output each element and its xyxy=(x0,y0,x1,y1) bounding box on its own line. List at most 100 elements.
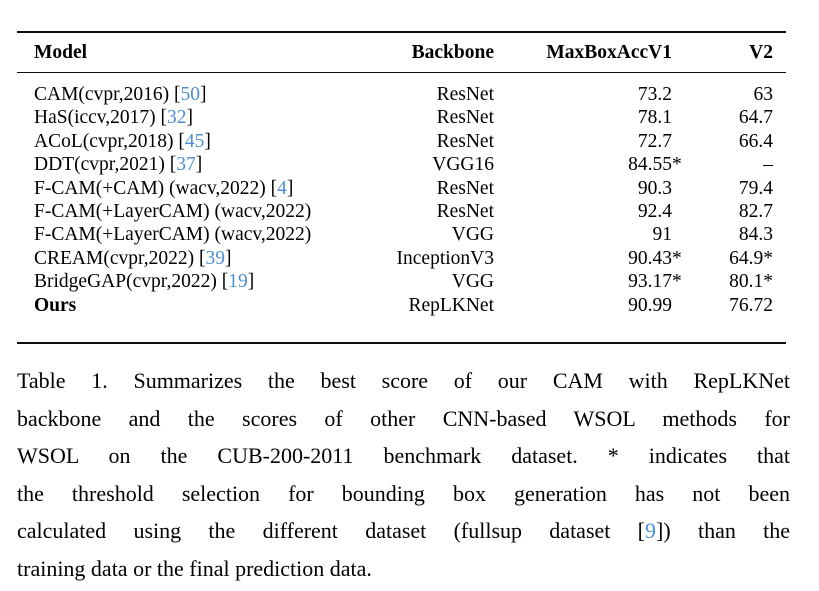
maxboxaccv1-cell: 84.55 * xyxy=(494,153,682,176)
maxboxaccv1-cell: 90.99 xyxy=(494,294,672,317)
caption-text: calculated using the different dataset (… xyxy=(17,518,646,543)
asterisk-marker: * xyxy=(672,154,682,176)
column-header-model: Model xyxy=(34,42,88,63)
caption-text: ]) than the xyxy=(656,518,791,543)
table-row: CREAM(cvpr,2022) [39] InceptionV3 90.43 * 64… xyxy=(17,247,786,270)
maxboxaccv1-value: 73.2 xyxy=(637,84,672,105)
citation-link[interactable]: [50] xyxy=(169,84,207,105)
backbone-cell: VGG xyxy=(451,224,494,246)
caption-text: Table 1. Summarizes the best score of ou… xyxy=(17,368,790,393)
v2-cell: 76.72 xyxy=(729,294,773,316)
backbone-cell: InceptionV3 xyxy=(396,247,494,269)
table-header-row: Model Backbone MaxBoxAccV1 V2 xyxy=(17,33,786,73)
caption-line: backbone and the scores of other CNN-bas… xyxy=(17,400,790,438)
table-row: BridgeGAP(cvpr,2022) [19] VGG 93.17 * 80.1* xyxy=(17,270,786,293)
v2-cell: 84.3 xyxy=(738,224,773,246)
model-name: F-CAM(+CAM) (wacv,2022) xyxy=(34,177,266,199)
model-cell: F-CAM(+CAM) (wacv,2022) [4] xyxy=(17,177,327,200)
maxboxaccv1-value: 90.3 xyxy=(637,177,672,199)
model-cell: HaS(iccv,2017) [32] xyxy=(17,106,327,129)
citation-link[interactable]: [19] xyxy=(216,271,255,293)
table-row: F-CAM(+LayerCAM) (wacv,2022) ResNet 92.4 82… xyxy=(17,200,786,223)
model-name: Ours xyxy=(34,294,77,316)
backbone-cell: ResNet xyxy=(436,107,494,129)
maxboxaccv1-cell: 93.17 * xyxy=(494,270,682,293)
backbone-cell: VGG16 xyxy=(432,154,494,176)
model-name: BridgeGAP(cvpr,2022) xyxy=(34,271,217,293)
maxboxaccv1-cell: 72.7 xyxy=(494,130,672,153)
table-row: Ours RepLKNet 90.99 76.72 xyxy=(17,294,786,317)
maxboxaccv1-value: 90.99 xyxy=(628,294,672,316)
model-name: F-CAM(+LayerCAM) (wacv,2022) xyxy=(34,200,312,222)
model-name: HaS(iccv,2017) xyxy=(34,107,156,129)
caption-text: backbone and the scores of other CNN-bas… xyxy=(17,405,790,431)
model-name: CREAM(cvpr,2022) xyxy=(34,247,195,269)
citation-number[interactable]: 39 xyxy=(205,247,225,269)
caption-line: WSOL on the CUB-200-2011 benchmark datas… xyxy=(17,437,790,475)
caption-text: the threshold selection for bounding box… xyxy=(17,480,790,506)
citation-number[interactable]: 19 xyxy=(228,271,248,293)
citation-link[interactable]: [39] xyxy=(194,247,232,269)
citation-link[interactable]: [4] xyxy=(265,177,294,199)
backbone-cell: ResNet xyxy=(436,84,494,105)
model-cell: ACoL(cvpr,2018) [45] xyxy=(17,130,327,153)
table-body: CAM(cvpr,2016) [50] ResNet 73.2 63 HaS(iccv,… xyxy=(17,73,786,342)
maxboxaccv1-cell: 92.4 xyxy=(494,200,672,223)
backbone-cell: ResNet xyxy=(436,130,494,152)
backbone-cell: VGG xyxy=(451,271,494,293)
v2-cell: 66.4 xyxy=(738,130,773,152)
model-cell: CREAM(cvpr,2022) [39] xyxy=(17,247,327,270)
maxboxaccv1-value: 93.17 * xyxy=(628,271,682,293)
citation-number[interactable]: 37 xyxy=(176,154,196,176)
citation-number[interactable]: 50 xyxy=(180,84,201,105)
table-row: F-CAM(+CAM) (wacv,2022) [4] ResNet 90.3 79.… xyxy=(17,177,786,200)
backbone-cell: ResNet xyxy=(436,200,494,222)
v2-cell: 80.1* xyxy=(729,271,773,293)
model-cell: BridgeGAP(cvpr,2022) [19] xyxy=(17,270,327,293)
maxboxaccv1-value: 72.7 xyxy=(637,130,672,152)
caption-line: the threshold selection for bounding box… xyxy=(17,475,790,513)
v2-cell: – xyxy=(763,154,773,176)
model-cell: DDT(cvpr,2021) [37] xyxy=(17,153,327,176)
maxboxaccv1-value: 78.1 xyxy=(637,107,672,129)
model-cell: Ours xyxy=(17,294,327,317)
maxboxaccv1-cell: 90.43 * xyxy=(494,247,682,270)
caption-text: training data or the final prediction da… xyxy=(17,555,372,581)
table-row: ACoL(cvpr,2018) [45] ResNet 72.7 66.4 xyxy=(17,130,786,153)
citation-number[interactable]: 45 xyxy=(184,130,205,152)
column-header-maxboxaccv1: MaxBoxAccV1 xyxy=(546,42,672,63)
citation-link[interactable]: [32] xyxy=(155,107,194,129)
model-cell: F-CAM(+LayerCAM) (wacv,2022) xyxy=(17,200,327,223)
column-header-backbone: Backbone xyxy=(411,42,494,63)
table-row: CAM(cvpr,2016) [50] ResNet 73.2 63 xyxy=(17,83,786,106)
results-table: Model Backbone MaxBoxAccV1 V2 CAM(cvpr,2… xyxy=(17,31,786,344)
maxboxaccv1-cell: 90.3 xyxy=(494,177,672,200)
table-caption: Table 1. Summarizes the best score of ou… xyxy=(17,362,790,587)
column-header-v2: V2 xyxy=(749,42,773,63)
citation-number[interactable]: 4 xyxy=(277,177,287,199)
citation-link[interactable]: [37] xyxy=(164,154,203,176)
model-name: ACoL(cvpr,2018) xyxy=(34,130,174,152)
v2-cell: 64.7 xyxy=(738,107,773,129)
citation-link[interactable]: [45] xyxy=(173,130,211,152)
v2-cell: 82.7 xyxy=(738,200,773,222)
v2-cell: 63 xyxy=(753,84,774,105)
backbone-cell: RepLKNet xyxy=(408,294,494,316)
maxboxaccv1-cell: 73.2 xyxy=(494,83,672,106)
model-cell: F-CAM(+LayerCAM) (wacv,2022) xyxy=(17,223,327,246)
v2-cell: 64.9* xyxy=(729,247,773,269)
caption-line: Table 1. Summarizes the best score of ou… xyxy=(17,362,790,400)
v2-cell: 79.4 xyxy=(738,177,773,199)
model-name: CAM(cvpr,2016) xyxy=(34,84,170,105)
model-name: DDT(cvpr,2021) xyxy=(34,154,165,176)
citation-number[interactable]: 32 xyxy=(167,107,187,129)
maxboxaccv1-value: 84.55 * xyxy=(628,154,682,176)
asterisk-marker: * xyxy=(672,247,682,269)
maxboxaccv1-value: 90.43 * xyxy=(628,247,682,269)
asterisk-marker: * xyxy=(672,271,682,293)
citation-link[interactable]: 9 xyxy=(645,518,657,543)
model-name: F-CAM(+LayerCAM) (wacv,2022) xyxy=(34,224,312,246)
table-row: DDT(cvpr,2021) [37] VGG16 84.55 * – xyxy=(17,153,786,176)
table-row: F-CAM(+LayerCAM) (wacv,2022) VGG 91 84.3 xyxy=(17,223,786,246)
maxboxaccv1-value: 91 xyxy=(652,224,673,246)
